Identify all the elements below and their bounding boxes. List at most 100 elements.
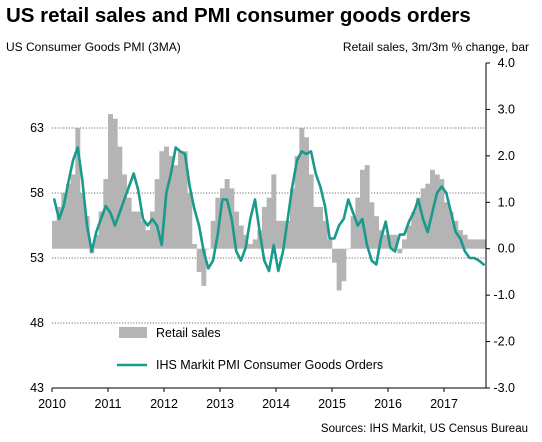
retail-sales-bar — [360, 169, 365, 249]
retail-sales-bar — [108, 114, 113, 249]
retail-sales-bar — [66, 183, 71, 249]
retail-sales-bar — [168, 155, 174, 249]
right-axis-label: Retail sales, 3m/3m % change, bar — [342, 40, 529, 54]
retail-sales-bar — [364, 165, 370, 249]
legend: Retail sales IHS Markit PMI Consumer Good… — [117, 326, 383, 372]
retail-sales-bar — [126, 197, 132, 249]
retail-sales-bar — [294, 155, 300, 249]
retail-sales-bar — [145, 230, 151, 249]
x-tick-label: 2013 — [206, 397, 234, 411]
left-tick-label: 63 — [30, 121, 44, 135]
right-tick-label: -2.0 — [493, 335, 515, 349]
retail-sales-bar — [220, 188, 225, 249]
retail-sales-bar — [392, 234, 398, 249]
retail-sales-bar — [252, 239, 258, 249]
x-tick-label: 2012 — [150, 397, 178, 411]
retail-sales-bar — [444, 202, 449, 249]
left-axis-label: US Consumer Goods PMI (3MA) — [6, 40, 181, 54]
source-note: Sources: IHS Markit, US Census Bureau — [320, 423, 528, 435]
retail-sales-bar — [173, 165, 179, 249]
retail-sales-bar — [70, 174, 76, 249]
left-tick-label: 53 — [30, 251, 44, 265]
retail-sales-bar — [313, 206, 319, 249]
right-tick-label: -1.0 — [493, 288, 515, 302]
axes: 2010 2011 2012 2013 2014 2015 2016 2017 43 48 53 58… — [30, 56, 515, 411]
chart-title: US retail sales and PMI consumer goods o… — [6, 4, 471, 27]
retail-sales-bar — [192, 244, 197, 249]
legend-label-pmi: IHS Markit PMI Consumer Goods Orders — [156, 358, 383, 372]
retail-sales-bar — [341, 248, 347, 282]
retail-sales-bar — [238, 225, 244, 249]
retail-sales-bar — [75, 128, 81, 249]
retail-sales-bar — [318, 206, 323, 249]
retail-sales-bar — [122, 174, 127, 249]
retail-sales-bar — [411, 211, 417, 249]
retail-sales-bar — [299, 128, 305, 249]
retail-sales-bar — [476, 239, 482, 249]
retail-sales-bar — [462, 234, 468, 249]
x-tick-label: 2015 — [318, 397, 346, 411]
retail-sales-bar — [280, 220, 286, 249]
retail-sales-bar — [383, 234, 389, 249]
retail-sales-bar — [187, 193, 193, 249]
x-tick-label: 2010 — [38, 397, 66, 411]
retail-sales-bar — [136, 211, 141, 249]
retail-sales-bar — [290, 188, 295, 249]
retail-sales-bar — [332, 248, 337, 263]
x-tick-label: 2017 — [430, 397, 458, 411]
left-tick-label: 48 — [30, 316, 44, 330]
pmi-line — [52, 146, 486, 273]
retail-sales-bar — [285, 220, 291, 249]
retail-sales-bar — [327, 239, 333, 249]
retail-sales-bar — [369, 202, 375, 249]
retail-sales-bar — [103, 179, 109, 249]
left-tick-label: 58 — [30, 186, 44, 200]
retail-sales-bar — [80, 193, 85, 249]
retail-sales-bar — [98, 211, 104, 249]
retail-sales-bar — [434, 174, 440, 249]
retail-sales-bar — [206, 248, 211, 250]
retail-sales-bar — [472, 239, 477, 249]
x-tick-label: 2016 — [374, 397, 402, 411]
retail-sales-bar — [374, 216, 379, 249]
retail-sales-bar — [467, 239, 473, 249]
retail-sales-bar — [94, 234, 99, 249]
retail-sales-bar — [346, 248, 351, 250]
retail-sales-bar — [224, 179, 230, 249]
right-tick-label: 0.0 — [498, 242, 515, 256]
retail-sales-bar — [416, 197, 421, 249]
retail-sales-bars — [52, 114, 487, 291]
retail-sales-bar — [159, 151, 165, 249]
retail-sales-bar — [248, 244, 253, 249]
retail-sales-bar — [397, 248, 403, 254]
retail-sales-bar — [210, 220, 216, 249]
retail-sales-bar — [402, 239, 407, 249]
retail-sales-bar — [150, 211, 155, 249]
retail-sales-bar — [271, 174, 277, 249]
retail-sales-bar — [304, 137, 309, 249]
retail-sales-bar — [61, 193, 67, 249]
retail-sales-bar — [336, 248, 342, 291]
retail-sales-bar — [52, 220, 57, 249]
x-tick-label: 2014 — [262, 397, 290, 411]
retail-sales-bar — [276, 220, 281, 249]
retail-sales-bar — [234, 211, 239, 249]
retail-sales-bar — [182, 151, 188, 249]
retail-sales-bar — [154, 179, 160, 249]
retail-sales-bar — [178, 151, 183, 249]
pmi-line-series — [52, 146, 486, 273]
retail-sales-bar — [215, 197, 221, 249]
right-tick-label: 2.0 — [498, 149, 515, 163]
legend-label-retail-sales: Retail sales — [156, 326, 221, 340]
right-tick-label: -3.0 — [493, 381, 515, 395]
retail-sales-bar — [201, 248, 207, 286]
retail-sales-bar — [140, 220, 146, 249]
retail-sales-bar — [308, 174, 314, 249]
retail-sales-bar — [322, 220, 328, 249]
right-tick-label: 1.0 — [498, 195, 515, 209]
right-tick-label: 3.0 — [498, 102, 515, 116]
legend-swatch-retail-sales — [119, 327, 147, 338]
retail-sales-bar — [453, 220, 459, 249]
retail-sales-bar — [117, 146, 123, 249]
